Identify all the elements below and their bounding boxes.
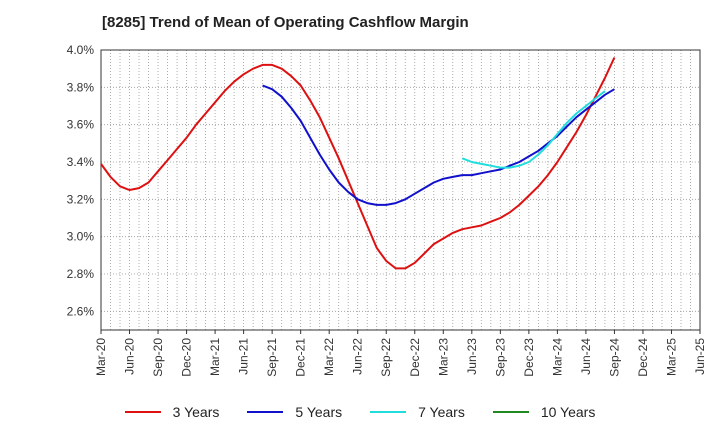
x-tick-label: Dec-20 — [180, 338, 194, 377]
series-line-7-years — [461, 90, 606, 169]
y-tick-label: 2.6% — [67, 304, 95, 318]
x-tick-label: Jun-21 — [237, 338, 251, 375]
legend-label: 3 Years — [172, 404, 220, 420]
axes: 2.6% 2.8% 3.0% 3.2% 3.4% 3.6% 3.8% 4.0% Mar-20 Ju… — [67, 43, 707, 377]
legend-label: 10 Years — [540, 404, 596, 420]
chart-title: [8285] Trend of Mean of Operating Cashfl… — [102, 14, 469, 31]
y-tick-label: 3.2% — [67, 192, 95, 206]
x-tick-label: Jun-24 — [579, 338, 593, 375]
x-tick-label: Dec-24 — [636, 338, 650, 377]
legend: 3 Years 5 Years 7 Years 10 Years — [0, 404, 720, 420]
legend-swatch — [492, 411, 529, 413]
legend-swatch — [247, 411, 284, 413]
legend-item: 7 Years — [370, 404, 465, 420]
y-tick-label: 3.8% — [67, 80, 95, 94]
x-tick-label: Mar-25 — [664, 338, 678, 376]
series-line-3-years — [100, 57, 616, 270]
x-tick-label: Sep-22 — [379, 338, 393, 377]
x-tick-label: Dec-23 — [522, 338, 536, 377]
legend-item: 5 Years — [247, 404, 342, 420]
plot-border — [100, 49, 701, 331]
x-tick-label: Jun-23 — [465, 338, 479, 375]
y-tick-label: 3.0% — [67, 230, 95, 244]
x-tick-label: Mar-20 — [94, 338, 108, 376]
legend-swatch — [124, 411, 161, 413]
x-tick-label: Sep-23 — [493, 338, 507, 377]
series-lines — [100, 57, 616, 270]
x-tick-label: Jun-22 — [351, 338, 365, 375]
x-tick-label: Sep-24 — [607, 338, 621, 377]
legend-item: 10 Years — [492, 404, 596, 420]
y-tick-label: 3.6% — [67, 118, 95, 132]
x-tick-label: Sep-20 — [151, 338, 165, 377]
x-tick-label: Sep-21 — [265, 338, 279, 377]
x-tick-label: Mar-24 — [550, 338, 564, 376]
legend-item: 3 Years — [124, 404, 220, 420]
legend-label: 7 Years — [418, 404, 465, 420]
x-tick-label: Mar-21 — [208, 338, 222, 376]
x-tick-label: Jun-25 — [693, 338, 707, 375]
x-tick-label: Mar-22 — [322, 338, 336, 376]
x-tick-label: Mar-23 — [436, 338, 450, 376]
x-tick-label: Dec-21 — [294, 338, 308, 377]
series-line-5-years — [262, 84, 615, 206]
x-tick-label: Dec-22 — [408, 338, 422, 377]
y-tick-label: 4.0% — [67, 43, 95, 57]
x-tick-label: Jun-20 — [123, 338, 137, 375]
legend-swatch — [370, 411, 407, 413]
legend-label: 5 Years — [295, 404, 343, 420]
y-tick-label: 3.4% — [67, 155, 95, 169]
y-tick-label: 2.8% — [67, 267, 95, 281]
